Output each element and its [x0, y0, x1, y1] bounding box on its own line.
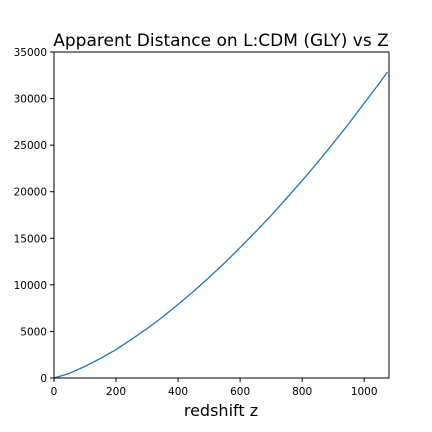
- y-axis-ticks: 0 5000 10000 15000 20000 25000 30000 35000: [14, 47, 54, 385]
- plot-area: 0 5000 10000 15000 20000 25000 30000 35000 0 200…: [14, 47, 390, 398]
- x-tick-label: 1000: [351, 386, 378, 398]
- axes-frame: [53, 51, 390, 379]
- y-tick-label: 30000: [14, 94, 47, 106]
- series-line: [53, 71, 388, 379]
- x-axis-title: redshift z: [184, 401, 258, 420]
- y-tick-label: 35000: [14, 47, 47, 59]
- x-tick-label: 400: [168, 386, 188, 398]
- y-tick-label: 15000: [14, 233, 47, 245]
- chart-title: Apparent Distance on L:CDM (GLY) vs Z: [53, 31, 389, 51]
- y-tick-label: 10000: [14, 280, 47, 292]
- y-tick-label: 20000: [14, 187, 47, 199]
- x-tick-label: 200: [106, 386, 126, 398]
- y-tick-label: 5000: [20, 326, 47, 338]
- x-axis-ticks: 0 200 400 600 800 1000: [51, 378, 378, 398]
- x-tick-label: 600: [230, 386, 250, 398]
- x-tick-label: 0: [51, 386, 58, 398]
- y-tick-label: 25000: [14, 140, 47, 152]
- y-tick-label: 0: [40, 373, 47, 385]
- x-tick-label: 800: [292, 386, 312, 398]
